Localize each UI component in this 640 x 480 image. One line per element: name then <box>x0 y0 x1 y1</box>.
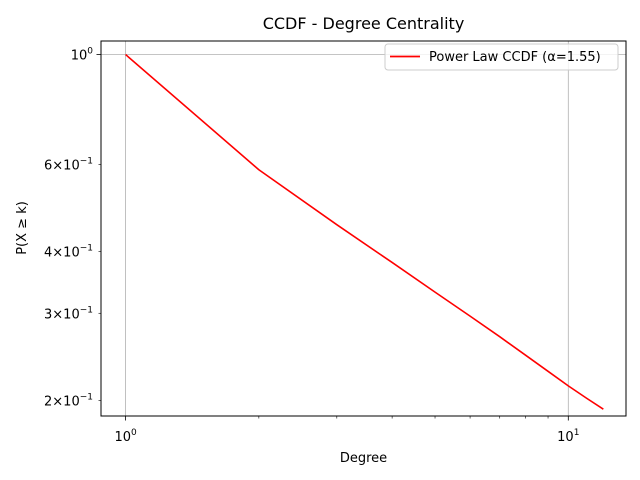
chart-title: CCDF - Degree Centrality <box>263 14 465 33</box>
legend: Power Law CCDF (α=1.55) <box>384 43 619 71</box>
y-tick-label: 4×10−1 <box>44 243 93 260</box>
y-tick-label: 2×10−1 <box>44 392 93 409</box>
y-tick-label: 6×10−1 <box>44 156 93 173</box>
y-tick-label: 3×10−1 <box>44 305 93 322</box>
ticks: 100 101 100 6×10−1 4×10−1 3×10−1 2×10−1 <box>44 47 579 445</box>
plot-frame <box>100 40 627 417</box>
legend-label: Power Law CCDF (α=1.55) <box>429 50 601 65</box>
series-line <box>125 53 604 410</box>
x-tick-label: 101 <box>557 428 579 445</box>
x-tick-label: 100 <box>114 428 137 445</box>
series-layer <box>125 53 604 410</box>
x-axis-label: Degree <box>340 451 387 466</box>
y-tick-label: 100 <box>71 47 94 64</box>
legend-box <box>384 43 619 71</box>
y-axis-label: P(X ≥ k) <box>15 201 30 255</box>
